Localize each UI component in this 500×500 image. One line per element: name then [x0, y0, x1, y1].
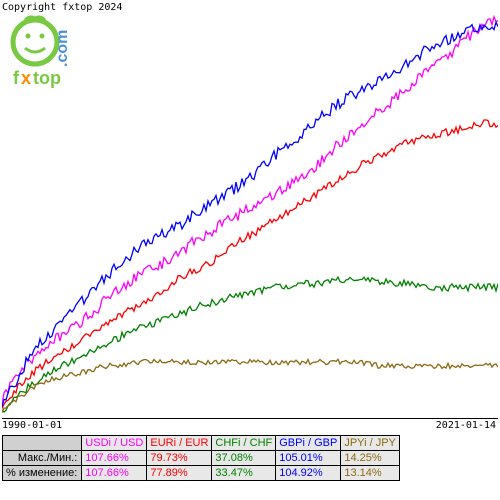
x-axis-end: 2021-01-14 — [436, 420, 496, 431]
series-change: 33.47% — [212, 466, 276, 481]
series-line — [2, 359, 498, 412]
row-header — [3, 436, 82, 451]
series-header: USDi / USD — [82, 436, 147, 451]
series-line — [2, 17, 498, 405]
series-change: 77.89% — [147, 466, 212, 481]
x-axis-start: 1990-01-01 — [2, 420, 62, 431]
series-change: 13.14% — [341, 466, 400, 481]
series-change: 104.92% — [276, 466, 341, 481]
series-maxmin: 107.66% — [82, 451, 147, 466]
line-chart — [2, 8, 498, 419]
series-maxmin: 37.08% — [212, 451, 276, 466]
series-maxmin: 14.25% — [341, 451, 400, 466]
series-header: JPYi / JPY — [341, 436, 400, 451]
series-header: GBPi / GBP — [276, 436, 341, 451]
series-header: CHFi / CHF — [212, 436, 276, 451]
row-header: % изменение: — [3, 466, 82, 481]
series-header: EURi / EUR — [147, 436, 212, 451]
legend-table: USDi / USDEURi / EURCHFi / CHFGBPi / GBP… — [2, 435, 400, 481]
series-change: 107.66% — [82, 466, 147, 481]
series-maxmin: 105.01% — [276, 451, 341, 466]
row-header: Макс./Мин.: — [3, 451, 82, 466]
series-line — [2, 22, 498, 407]
series-maxmin: 79.73% — [147, 451, 212, 466]
